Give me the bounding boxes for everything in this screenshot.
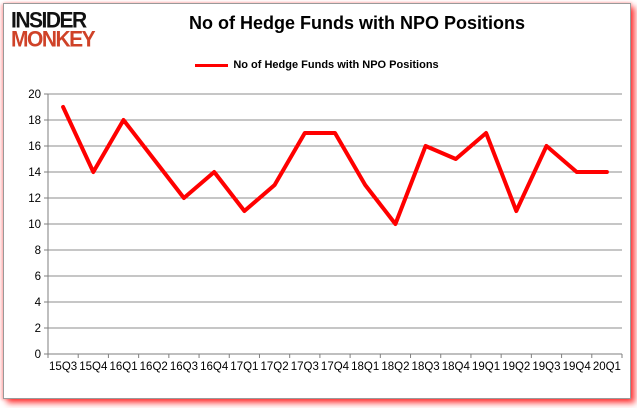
x-axis-label: 19Q4	[563, 361, 592, 373]
x-axis-label: 19Q1	[472, 361, 500, 373]
x-axis-label: 16Q4	[200, 361, 229, 373]
x-axis-label: 16Q3	[170, 361, 198, 373]
y-axis-label: 2	[35, 323, 41, 335]
legend: No of Hedge Funds with NPO Positions	[4, 59, 630, 71]
y-axis-label: 6	[35, 271, 41, 283]
y-axis-label: 10	[28, 219, 41, 231]
x-axis-label: 17Q3	[291, 361, 319, 373]
y-axis-label: 0	[35, 349, 41, 361]
y-axis-label: 18	[28, 115, 41, 127]
legend-line-sample	[195, 63, 229, 67]
chart-title: No of Hedge Funds with NPO Positions	[189, 13, 525, 33]
x-axis-label: 16Q1	[109, 361, 137, 373]
x-axis-label: 16Q2	[140, 361, 168, 373]
x-axis-label: 19Q3	[532, 361, 560, 373]
insider-monkey-logo: INSIDER MONKEY	[11, 8, 96, 52]
y-axis-label: 12	[28, 193, 41, 205]
y-axis-label: 14	[28, 167, 41, 179]
chart-svg: 0 2 4 6 8 10 12 14 16 18 20 15Q3 15Q4 16Q1 16Q2 16Q3 16Q…	[28, 89, 623, 373]
y-axis-label: 8	[35, 245, 41, 257]
y-axis-label: 20	[28, 89, 41, 101]
x-axis-label: 15Q4	[79, 361, 108, 373]
x-axis-label: 18Q2	[381, 361, 409, 373]
chart-container: INSIDER MONKEY No of Hedge Funds with NP…	[3, 3, 631, 399]
logo-insider-text: INSIDER	[11, 8, 87, 33]
x-axis-label: 18Q1	[351, 361, 379, 373]
x-axis-label: 18Q3	[412, 361, 440, 373]
x-axis-label: 20Q1	[593, 361, 621, 373]
x-axis-label: 15Q3	[49, 361, 77, 373]
x-axis-label: 19Q2	[502, 361, 530, 373]
y-axis-label: 16	[28, 141, 41, 153]
legend-label: No of Hedge Funds with NPO Positions	[233, 59, 439, 71]
series-line	[61, 105, 609, 226]
x-axis-label: 17Q2	[261, 361, 289, 373]
logo-monkey-text: MONKEY	[11, 27, 96, 52]
y-axis-label: 4	[35, 297, 42, 309]
x-axis-label: 17Q4	[321, 361, 350, 373]
x-axis-label: 18Q4	[442, 361, 471, 373]
x-axis-label: 17Q1	[230, 361, 258, 373]
